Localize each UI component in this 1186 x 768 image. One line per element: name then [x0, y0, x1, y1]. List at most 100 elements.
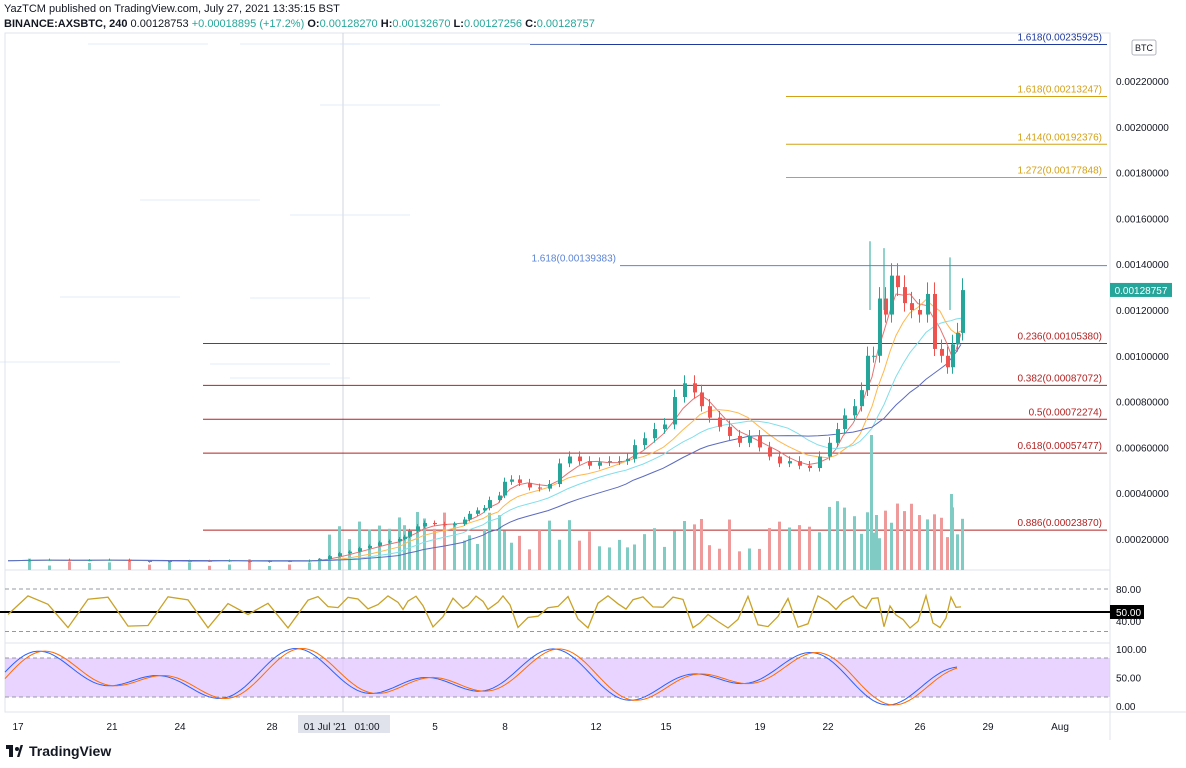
tradingview-logo[interactable]: TradingView	[6, 743, 111, 759]
volume-bar	[518, 535, 521, 570]
volume-bar	[476, 543, 479, 570]
volume-bar	[318, 558, 321, 570]
price-chart[interactable]: 0.00220000 0.00200000 0.00180000 0.00160000…	[0, 0, 1186, 740]
volume-bar	[128, 560, 131, 570]
candle-body	[48, 559, 52, 561]
candle-body	[510, 479, 514, 482]
candle-body	[588, 461, 592, 466]
volume-bar	[288, 564, 291, 570]
candle-body	[956, 332, 960, 345]
candle-body	[148, 560, 152, 562]
volume-bar	[653, 528, 656, 570]
candle-body	[468, 513, 472, 520]
volume-bar	[248, 559, 251, 570]
volume-bar	[708, 545, 711, 570]
candle-body	[288, 560, 292, 562]
volume-bar	[872, 532, 875, 570]
y-tick-label: 0.00120000	[1116, 306, 1169, 317]
fib-level-label: 1.618(0.00139383)	[531, 254, 616, 265]
volume-bar	[700, 518, 703, 570]
candle-body	[108, 559, 112, 561]
volume-bar	[48, 565, 51, 570]
volume-bar	[483, 528, 486, 570]
candle-body	[423, 522, 427, 527]
candle-body	[348, 551, 352, 554]
candle-body	[700, 392, 704, 407]
x-tick-label: 01 Jul '21	[304, 722, 347, 733]
volume-bar	[453, 523, 456, 570]
price-change: +0.00018895 (+17.2%)	[191, 18, 305, 30]
volume-bar	[416, 512, 419, 570]
x-tick-label: 22	[822, 722, 834, 733]
volume-bar	[748, 548, 751, 570]
symbol-name[interactable]: BINANCE:AXSBTC, 240	[4, 18, 128, 30]
volume-series	[28, 435, 964, 570]
candle-body	[896, 275, 900, 288]
x-tick-label: 01:00	[354, 722, 379, 733]
rsi-level-label: 80.00	[1116, 585, 1141, 596]
candle-body	[308, 560, 312, 562]
candle-body	[673, 397, 677, 425]
candle-body	[488, 500, 492, 509]
time-cursor-box	[298, 715, 390, 733]
fib-level-label: 1.414(0.00192376)	[1017, 132, 1102, 143]
volume-bar	[88, 563, 91, 570]
y-tick-label: 0.00180000	[1116, 169, 1169, 180]
volume-bar	[933, 514, 936, 570]
chart-frame	[4, 32, 1111, 713]
candle-body	[398, 539, 402, 542]
candle-body	[68, 559, 72, 561]
rsi-level-label: 40.00	[1116, 617, 1141, 628]
x-tick-label: 29	[982, 722, 994, 733]
candle-body	[208, 560, 212, 562]
volume-bar	[568, 520, 571, 570]
y-tick-label: 0.00140000	[1116, 260, 1169, 271]
ma-fast	[7, 293, 962, 562]
chart-header: YazTCM published on TradingView.com, Jul…	[4, 2, 595, 32]
volume-bar	[68, 561, 71, 570]
candle-body	[28, 560, 32, 562]
y-tick-label: 0.00220000	[1116, 77, 1169, 88]
candle-body	[918, 310, 922, 315]
y-tick-label: 0.00040000	[1116, 489, 1169, 500]
candle-body	[738, 435, 742, 443]
candle-body	[758, 435, 762, 448]
volume-bar	[890, 522, 893, 570]
candle-body	[416, 526, 420, 531]
volume-bar	[808, 526, 811, 570]
volume-bar	[758, 548, 761, 570]
volume-bar	[884, 510, 887, 570]
volume-bar	[860, 533, 863, 570]
candle-body	[248, 560, 252, 562]
candle-body	[568, 456, 572, 464]
fib-level-label: 0.5(0.00072274)	[1029, 407, 1102, 418]
candle-body	[558, 463, 562, 485]
candle-body	[708, 406, 712, 418]
volume-bar	[108, 562, 111, 570]
candle-body	[728, 426, 732, 436]
volume-bar	[188, 562, 191, 570]
volume-bar	[818, 532, 821, 570]
volume-bar	[663, 546, 666, 570]
candle-body	[663, 424, 667, 430]
candle-body	[853, 406, 857, 416]
volume-bar	[443, 512, 446, 570]
stoch-d-line	[4, 647, 958, 706]
candle-body	[408, 530, 412, 537]
stoch-level-label: 50.00	[1116, 674, 1141, 685]
candle-body	[378, 542, 382, 546]
candle-body	[358, 548, 362, 552]
fib-level-label: 0.236(0.00105380)	[1017, 331, 1102, 342]
y-tick-label: 0.00060000	[1116, 443, 1169, 454]
rsi-value-tag	[1110, 605, 1144, 619]
candle-body	[910, 303, 914, 310]
close-value: 0.00128757	[536, 18, 595, 30]
candle-body	[903, 287, 907, 304]
volume-bar	[488, 512, 491, 570]
candle-body	[633, 445, 637, 459]
stoch-band	[5, 658, 1110, 697]
candle-body	[778, 456, 782, 464]
volume-bar	[728, 519, 731, 570]
volume-bar	[268, 565, 271, 570]
candle-body	[653, 429, 657, 439]
